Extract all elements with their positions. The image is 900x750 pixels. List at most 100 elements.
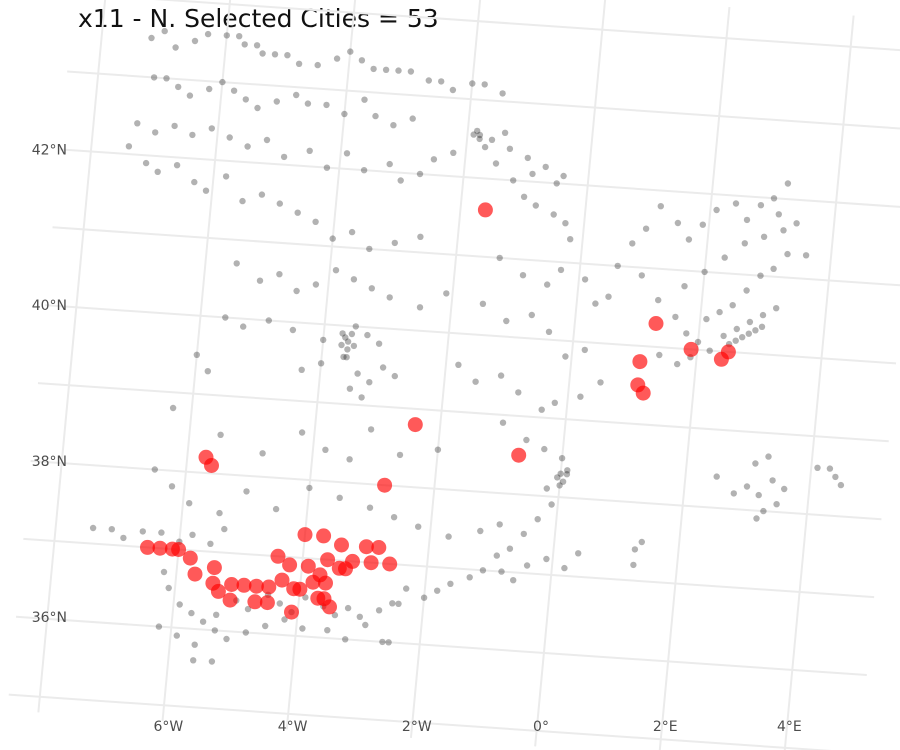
selected-city-point (206, 560, 222, 576)
city-point (171, 122, 178, 130)
city-point (367, 426, 375, 433)
city-point (477, 527, 484, 535)
city-point (550, 211, 557, 218)
city-point (354, 370, 361, 377)
city-point (770, 195, 778, 202)
city-point (447, 580, 454, 587)
city-point (151, 466, 158, 473)
city-point (415, 523, 422, 530)
city-point (293, 91, 300, 99)
city-point (213, 611, 220, 618)
city-point (784, 250, 791, 258)
selected-city-point (236, 577, 252, 593)
selected-city-point (377, 477, 393, 493)
selected-city-point (261, 579, 277, 595)
city-point (434, 446, 442, 453)
city-point (204, 368, 211, 375)
city-point (488, 136, 496, 143)
city-point (597, 379, 604, 386)
city-point (312, 281, 320, 288)
city-point (479, 300, 487, 307)
city-point (254, 104, 261, 112)
city-point (352, 323, 359, 330)
city-point (186, 500, 193, 507)
selected-city-point (171, 542, 187, 557)
latitude-tick-label: 38°N (32, 454, 67, 470)
city-point (273, 98, 280, 105)
city-point (826, 465, 834, 472)
city-point (520, 193, 528, 200)
city-point (223, 635, 230, 643)
city-point (390, 122, 397, 129)
city-point (346, 456, 353, 463)
city-point (216, 509, 223, 517)
city-point (312, 218, 319, 225)
city-point (438, 78, 445, 85)
city-point (501, 129, 509, 136)
city-point (204, 30, 212, 38)
city-point (706, 347, 713, 354)
city-point (347, 48, 354, 55)
selected-city-point (274, 572, 290, 588)
city-point (262, 622, 269, 630)
city-point (409, 115, 416, 122)
city-point (320, 336, 327, 344)
city-point (528, 311, 535, 319)
city-point (323, 164, 331, 171)
city-point (760, 233, 768, 240)
city-point (276, 600, 283, 607)
city-point (492, 160, 500, 167)
city-point (770, 265, 777, 272)
city-point (386, 294, 393, 301)
city-point (175, 83, 182, 91)
city-point (657, 203, 664, 210)
city-point (656, 351, 663, 359)
longitude-tick-label: 4°E (777, 719, 802, 735)
city-point (322, 446, 329, 453)
city-point (219, 78, 226, 86)
city-point (674, 360, 681, 368)
city-point (217, 431, 224, 438)
city-point (773, 305, 780, 312)
city-point (755, 491, 762, 499)
city-point (449, 86, 457, 94)
city-point (538, 406, 545, 413)
city-point (544, 281, 551, 288)
meridian-line (534, 0, 607, 747)
map-title: x11 - N. Selected Cities = 53 (78, 4, 439, 33)
city-point (263, 136, 271, 144)
city-point (479, 567, 487, 574)
selected-city-point (204, 458, 219, 473)
parallel-line (153, 0, 900, 52)
city-point (529, 170, 536, 178)
city-point (775, 211, 782, 218)
city-point (342, 334, 349, 341)
city-point (142, 159, 150, 167)
city-point (241, 41, 248, 48)
city-point (348, 330, 356, 338)
city-point (674, 219, 682, 227)
city-point (713, 206, 720, 214)
city-point (732, 200, 740, 207)
parallel-line (8, 693, 832, 750)
city-point (386, 160, 393, 168)
city-point (306, 147, 313, 154)
city-point (577, 393, 584, 400)
city-point (553, 180, 560, 187)
selected-city-point (511, 447, 527, 463)
parallel-line (37, 382, 889, 443)
city-point (242, 96, 249, 103)
city-point (745, 330, 752, 337)
city-point (236, 33, 243, 40)
city-point (344, 338, 352, 345)
city-point (206, 85, 213, 93)
city-point (498, 568, 505, 575)
city-point (784, 180, 792, 187)
city-point (730, 490, 737, 497)
city-point (733, 325, 740, 333)
selected-city-point (222, 592, 238, 608)
city-point (331, 611, 339, 619)
city-point (188, 609, 195, 617)
city-point (752, 460, 759, 467)
city-point (289, 326, 297, 334)
